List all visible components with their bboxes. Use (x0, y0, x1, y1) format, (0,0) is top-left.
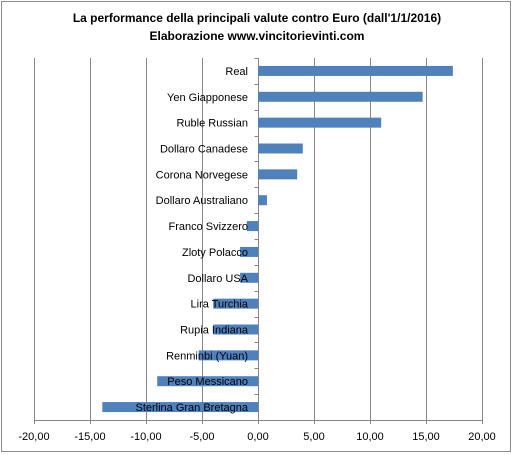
x-tick-label: 15,00 (412, 431, 440, 443)
category-label: Yen Giapponese (167, 92, 248, 104)
axes (34, 58, 483, 424)
chart-title: La performance della principali valute c… (73, 11, 441, 25)
bar (213, 324, 258, 335)
bar (240, 246, 258, 257)
bar (213, 298, 258, 309)
x-tick-label: -10,00 (130, 431, 161, 443)
category-label: Lira Turchia (191, 299, 249, 311)
category-label: Dollaro USA (187, 273, 248, 285)
x-tick-label: 5,00 (303, 431, 324, 443)
bar (258, 117, 382, 128)
bar (258, 195, 267, 206)
x-tick-label: -5,00 (189, 431, 214, 443)
bar (258, 91, 423, 102)
category-label: Sterlina Gran Bretagna (135, 402, 248, 414)
category-labels: Real Yen Giapponese Ruble Russian Dollaro C… (135, 66, 248, 414)
category-label: Zloty Polacco (182, 247, 248, 259)
category-label: Dollaro Canadese (160, 144, 248, 156)
chart-subtitle: Elaborazione www.vincitorievinti.com (150, 29, 365, 43)
x-tick-label: 10,00 (356, 431, 384, 443)
bar (258, 143, 303, 154)
category-label: Peso Messicano (167, 376, 248, 388)
category-label: Corona Norvegese (156, 169, 248, 181)
x-tick-label: 0,00 (247, 431, 268, 443)
category-label: Rupia Indiana (180, 325, 249, 337)
category-label: Renminbi (Yuan) (166, 350, 248, 362)
category-label: Franco Svizzero (169, 221, 248, 233)
x-tick-label: -15,00 (74, 431, 105, 443)
category-label: Dollaro Australiano (156, 195, 248, 207)
bar (102, 402, 258, 413)
bars (102, 65, 453, 413)
x-tick-labels: -20,00 -15,00 -10,00 -5,00 0,00 5,00 10,00 15,0… (18, 431, 495, 443)
category-label: Ruble Russian (176, 118, 248, 130)
bar (157, 376, 258, 387)
bar (258, 169, 298, 180)
x-tick-label: -20,00 (18, 431, 49, 443)
bar (240, 272, 258, 283)
category-label: Real (225, 66, 248, 78)
bar (258, 65, 453, 76)
bar (198, 350, 258, 361)
x-tick-label: 20,00 (468, 431, 496, 443)
bar (246, 221, 258, 232)
